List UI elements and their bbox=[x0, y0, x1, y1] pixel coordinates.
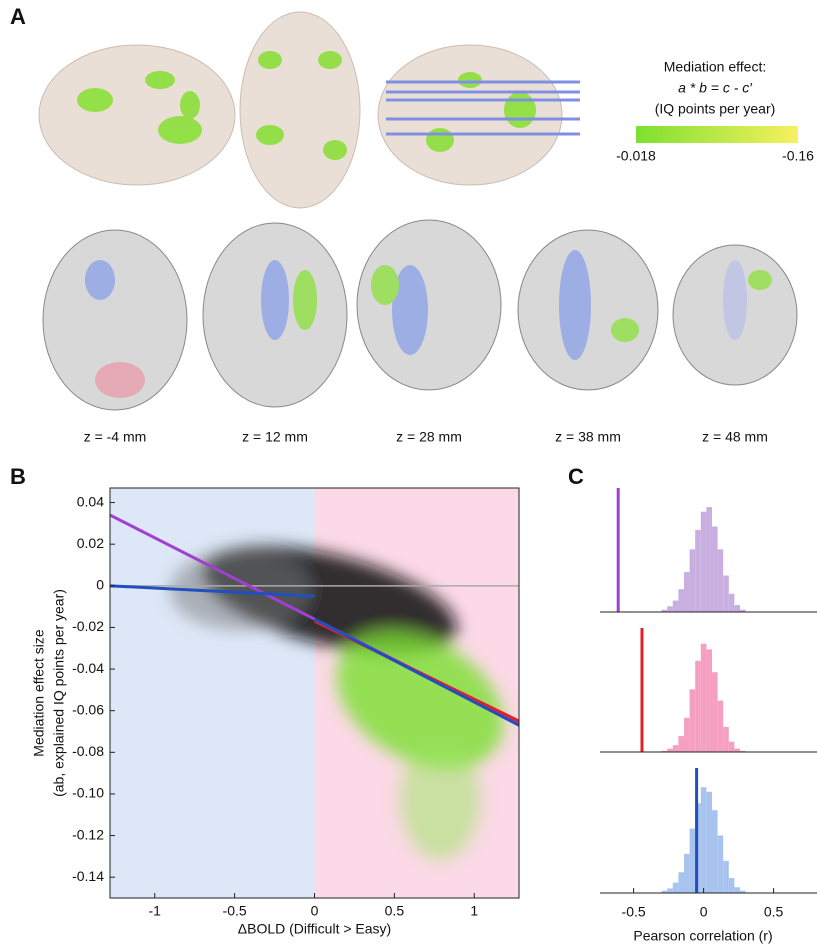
histogram-bar bbox=[661, 890, 668, 893]
histogram-bar bbox=[695, 529, 701, 612]
histogram-bar bbox=[712, 672, 718, 752]
histogram-bar bbox=[740, 609, 746, 612]
histogram-bar bbox=[734, 887, 740, 893]
histogram-bar bbox=[700, 643, 707, 752]
histogram-bar bbox=[706, 649, 712, 752]
panel-label: B bbox=[10, 464, 26, 489]
histogram-bar bbox=[678, 736, 684, 752]
histogram-bar bbox=[740, 750, 746, 752]
cloud bbox=[400, 740, 480, 860]
y-tick-label: -0.02 bbox=[72, 618, 104, 634]
y-axis-label: (ab, explained IQ points per year) bbox=[51, 589, 67, 797]
y-tick-label: -0.10 bbox=[72, 785, 104, 801]
brain-renders bbox=[38, 11, 580, 209]
histogram-bar bbox=[728, 593, 735, 612]
x-tick-label: 1 bbox=[470, 903, 478, 919]
histogram-bar bbox=[728, 741, 735, 752]
point-cloud bbox=[170, 546, 504, 860]
x-tick-label: 0.5 bbox=[385, 903, 405, 919]
histogram-bar bbox=[706, 507, 712, 612]
histogram-bar bbox=[667, 748, 673, 752]
histogram-bar bbox=[661, 609, 668, 612]
panel-label: C bbox=[568, 464, 584, 489]
slice-label: z = 12 mm bbox=[242, 429, 308, 445]
x-tick-label: 0 bbox=[311, 903, 319, 919]
histogram-bar bbox=[667, 888, 673, 893]
x-tick-label: 0.5 bbox=[764, 904, 784, 920]
histogram-bar bbox=[728, 878, 735, 893]
y-tick-label: -0.14 bbox=[72, 868, 104, 884]
y-tick-label: -0.04 bbox=[72, 660, 104, 676]
histogram-bar bbox=[700, 787, 707, 893]
histogram-bar bbox=[734, 748, 740, 752]
x-tick-label: 0 bbox=[700, 904, 708, 920]
y-tick-label: 0 bbox=[96, 577, 104, 593]
colorbar-title: (IQ points per year) bbox=[655, 101, 776, 117]
y-tick-label: 0.04 bbox=[77, 493, 104, 509]
y-tick-label: -0.12 bbox=[72, 826, 104, 842]
axial-slices bbox=[42, 219, 798, 411]
histogram-bar bbox=[672, 600, 679, 612]
histogram-bar bbox=[712, 526, 718, 612]
colorbar bbox=[636, 126, 798, 143]
histogram-bar bbox=[723, 860, 729, 893]
histogram-bar bbox=[723, 575, 729, 612]
slice-label: z = -4 mm bbox=[84, 429, 147, 445]
x-axis-label: ΔBOLD (Difficult > Easy) bbox=[238, 921, 391, 937]
histogram-bar bbox=[740, 890, 746, 893]
histogram-bar bbox=[672, 882, 679, 893]
y-tick-label: -0.08 bbox=[72, 743, 104, 759]
x-axis-label: Pearson correlation (r) bbox=[633, 928, 772, 944]
colorbar-tick-label: -0.16 bbox=[782, 148, 814, 164]
panel-label: A bbox=[10, 4, 26, 29]
colorbar-tick-label: -0.018 bbox=[616, 148, 656, 164]
cloud bbox=[170, 550, 310, 630]
slice-label: z = 48 mm bbox=[702, 429, 768, 445]
x-tick-label: -0.5 bbox=[223, 903, 247, 919]
fit-line bbox=[313, 617, 520, 727]
cloud bbox=[336, 631, 504, 769]
y-tick-label: -0.06 bbox=[72, 701, 104, 717]
colorbar-title: Mediation effect: bbox=[664, 59, 766, 75]
histogram-bar bbox=[700, 511, 707, 612]
histogram-bar bbox=[678, 872, 684, 893]
histogram-bar bbox=[684, 572, 690, 612]
histogram-bar bbox=[684, 853, 690, 893]
fit-line bbox=[109, 584, 315, 598]
histogram-bar bbox=[689, 549, 696, 612]
histogram-bar bbox=[667, 606, 673, 612]
histogram-bar bbox=[717, 700, 724, 752]
slice-label: z = 38 mm bbox=[555, 429, 621, 445]
colorbar-title: a * b = c - c′ bbox=[678, 80, 753, 96]
histogram-bar bbox=[712, 810, 718, 893]
histogram-bar bbox=[706, 791, 712, 893]
y-tick-label: 0.02 bbox=[77, 535, 104, 551]
histogram-bar bbox=[717, 549, 724, 612]
histogram-bar bbox=[661, 750, 668, 752]
histogram-bar bbox=[684, 717, 690, 752]
histogram-bar bbox=[672, 745, 679, 752]
histogram-bar bbox=[695, 660, 701, 752]
histogram-bar bbox=[734, 605, 740, 612]
histogram-bar bbox=[717, 835, 724, 893]
histogram-bar bbox=[723, 726, 729, 752]
histogram-bar bbox=[678, 589, 684, 612]
y-axis-label: Mediation effect size bbox=[31, 629, 47, 757]
x-tick-label: -0.5 bbox=[622, 904, 646, 920]
x-tick-label: -1 bbox=[149, 903, 162, 919]
histogram-bar bbox=[689, 689, 696, 752]
histogram-bar bbox=[689, 828, 696, 893]
slice-label: z = 28 mm bbox=[396, 429, 462, 445]
